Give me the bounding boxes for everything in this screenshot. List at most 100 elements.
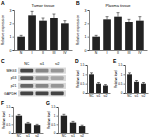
y-axis-line — [86, 66, 88, 94]
y-axis-line — [88, 11, 90, 51]
x-axis: NIIIIIIIV — [15, 50, 73, 55]
y-axis-title: Relative expression — [1, 15, 5, 46]
tick: 1 — [9, 114, 13, 118]
tick: 0 — [85, 49, 89, 53]
tick: III — [127, 50, 130, 55]
tick-mark — [57, 116, 59, 117]
bar — [61, 116, 67, 133]
tick-label: 0 — [121, 91, 123, 95]
category-label: NC — [127, 94, 132, 98]
blot-strip — [18, 75, 66, 81]
row-label: p21 — [11, 84, 17, 88]
tick-mark — [12, 116, 14, 117]
tick-label: 0.5 — [51, 123, 56, 127]
tick-mark — [13, 50, 15, 51]
bar — [39, 21, 47, 50]
error-bar — [36, 124, 39, 126]
tick: NC — [127, 93, 132, 98]
tick: 1.5 — [118, 63, 125, 67]
y-axis: 00.511.5 — [80, 63, 87, 95]
tick-mark — [88, 50, 90, 51]
band — [36, 92, 49, 96]
y-axis-title: Relative expression — [76, 15, 80, 46]
tick-label: 0 — [85, 49, 87, 53]
band — [51, 76, 64, 80]
band — [36, 69, 49, 73]
plot-area — [127, 73, 146, 93]
error-bar — [127, 19, 130, 22]
tick-label: 2 — [10, 22, 12, 26]
error-bar — [142, 83, 145, 84]
tick-mark — [12, 124, 14, 125]
tick: NC — [62, 133, 67, 138]
tick: IV — [138, 50, 142, 55]
band — [20, 84, 33, 88]
bar — [61, 23, 69, 50]
category-label: NC — [89, 94, 94, 98]
category-label: si2 — [142, 94, 146, 98]
tick-mark — [124, 65, 126, 66]
tick-label: 0 — [10, 49, 12, 53]
panel: ERelative level00.511.5NCsi1si2 — [113, 58, 149, 98]
tick-label: 1.5 — [6, 105, 11, 109]
category-label: III — [127, 51, 130, 55]
tick: I — [32, 50, 33, 55]
x-axis: NC si1 si2 — [59, 133, 89, 138]
tick: 1 — [85, 35, 89, 39]
tick-label: 1 — [121, 73, 123, 77]
tick: N — [20, 50, 23, 55]
category-label: si2 — [80, 134, 84, 138]
tick: 1 — [83, 73, 87, 77]
tick-mark — [124, 84, 126, 85]
plot-area — [61, 114, 86, 133]
error-bar — [42, 18, 45, 21]
error-bar — [128, 73, 131, 74]
category-label: I — [32, 51, 33, 55]
y-axis-title: Relative level — [76, 70, 80, 88]
y-axis-line — [124, 66, 126, 94]
category-label: si2 — [104, 94, 108, 98]
tick: 2 — [85, 22, 89, 26]
error-bar — [62, 114, 65, 115]
error-bar — [138, 17, 141, 21]
y-axis-line — [13, 11, 15, 51]
category-label: IV — [63, 51, 67, 55]
tick: II — [117, 50, 119, 55]
tick-label: 1.5 — [80, 63, 85, 67]
tick-label: 1.5 — [51, 105, 56, 109]
blot-strip — [18, 90, 66, 96]
lane-label: NC — [24, 62, 30, 66]
x-axis: NIIIIIIIV — [90, 50, 148, 55]
category-label: IV — [138, 51, 142, 55]
row-label: GAPDH — [4, 92, 17, 96]
bar — [103, 19, 111, 50]
category-label: si1 — [71, 134, 75, 138]
bar — [136, 21, 144, 50]
bar — [34, 125, 40, 133]
error-bar — [72, 121, 75, 122]
tick: IV — [63, 50, 67, 55]
tick-mark — [13, 10, 15, 11]
tick: 0 — [10, 49, 14, 53]
tick-mark — [86, 74, 88, 75]
tick-mark — [57, 133, 59, 134]
bar — [127, 74, 132, 93]
band — [51, 92, 64, 96]
tick-mark — [124, 93, 126, 94]
tick-label: 1 — [10, 35, 12, 39]
tick: si1 — [26, 133, 30, 138]
y-axis: 0 0.5 1 1.5 — [118, 63, 125, 95]
lane-label: si2 — [55, 62, 60, 66]
tick: N — [95, 50, 98, 55]
tick-mark — [86, 93, 88, 94]
y-axis-title: Relative level — [47, 111, 51, 129]
bar — [25, 123, 31, 133]
tick-mark — [13, 23, 15, 24]
tick: 3 — [85, 9, 89, 13]
tick: 0.5 — [6, 123, 13, 127]
tick: 1.5 — [6, 105, 13, 109]
tick-label: 1.5 — [118, 63, 123, 67]
category-label: N — [20, 51, 23, 55]
tick: 0.5 — [118, 82, 125, 86]
y-axis: 00.511.5 — [51, 105, 58, 135]
